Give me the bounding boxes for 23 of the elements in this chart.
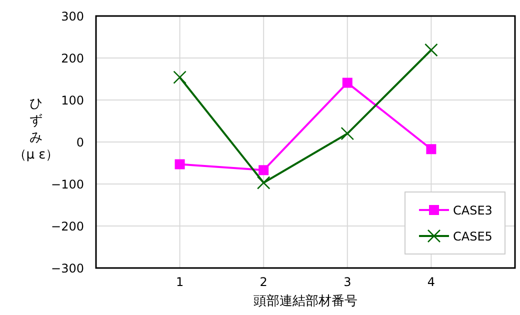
- point: [426, 144, 436, 154]
- x-tick-label: 3: [344, 275, 352, 289]
- y-tick-label: −200: [51, 220, 84, 234]
- legend-label: CASE5: [453, 230, 492, 244]
- y-axis-title: ひずみ（μ ε）: [13, 96, 59, 162]
- y-tick-label: 100: [61, 94, 84, 108]
- y-tick-label: 300: [61, 10, 84, 24]
- y-tick-label: −300: [51, 262, 84, 276]
- x-axis-title: 頭部連結部材番号: [254, 294, 358, 309]
- x-tick-label: 2: [260, 275, 268, 289]
- x-tick-label: 1: [176, 275, 184, 289]
- point: [342, 78, 352, 88]
- point: [258, 165, 269, 176]
- x-tick-label: 4: [427, 275, 436, 289]
- point: [340, 126, 354, 140]
- point: [174, 159, 185, 170]
- y-tick-label: −100: [51, 178, 84, 192]
- point: [173, 70, 186, 84]
- legend-label: CASE3: [453, 204, 492, 218]
- y-tick-label: 0: [76, 136, 84, 150]
- point: [424, 43, 438, 57]
- point: [256, 176, 270, 190]
- y-tick-label: 200: [61, 52, 84, 66]
